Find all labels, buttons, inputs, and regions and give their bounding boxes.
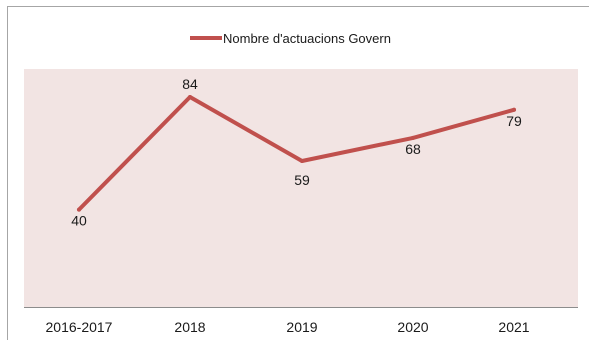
- plot-area: [24, 69, 578, 307]
- data-label: 84: [182, 76, 198, 92]
- data-label: 40: [71, 213, 87, 229]
- data-point: [77, 207, 81, 212]
- x-tick-label: 2018: [174, 319, 205, 335]
- data-label: 59: [294, 172, 310, 188]
- data-point: [188, 95, 192, 99]
- data-label: 79: [506, 113, 522, 129]
- data-labels: 40 84 59 68 79: [71, 76, 522, 229]
- x-tick-label: 2019: [286, 319, 317, 335]
- x-tick-label: 2016-2017: [46, 319, 113, 335]
- x-tick-label: 2020: [397, 319, 428, 335]
- data-point: [411, 135, 415, 140]
- data-point: [512, 107, 516, 112]
- series-group: [77, 95, 516, 212]
- x-tick-label: 2021: [498, 319, 529, 335]
- data-label: 68: [405, 141, 421, 157]
- data-point: [300, 159, 304, 163]
- legend: Nombre d'actuacions Govern: [190, 31, 391, 46]
- x-axis-tick-labels: 2016-2017 2018 2019 2020 2021: [46, 319, 530, 335]
- legend-label: Nombre d'actuacions Govern: [223, 31, 391, 46]
